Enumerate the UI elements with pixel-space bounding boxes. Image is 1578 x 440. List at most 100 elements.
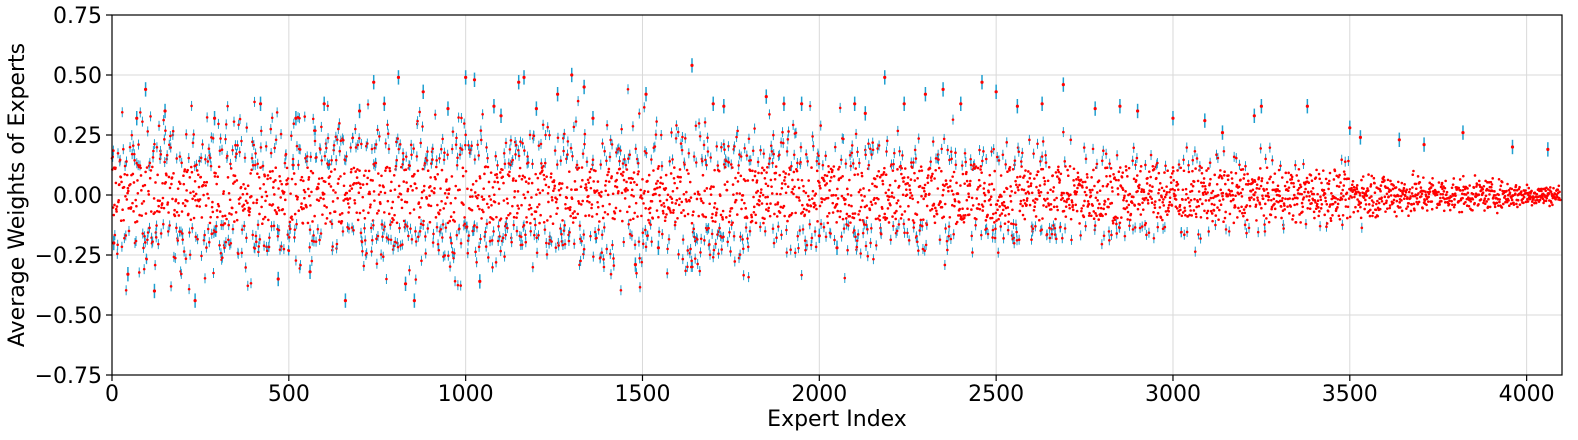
data-point xyxy=(1186,215,1190,218)
data-point xyxy=(1372,201,1375,204)
data-point xyxy=(621,174,624,177)
data-point xyxy=(831,211,835,214)
data-point xyxy=(261,164,265,168)
data-point xyxy=(1255,219,1258,222)
data-point xyxy=(1209,196,1213,200)
data-point xyxy=(1113,176,1116,179)
data-point xyxy=(1073,184,1076,187)
data-point xyxy=(1401,192,1405,196)
data-point xyxy=(236,144,239,147)
data-point xyxy=(1252,198,1256,201)
data-point xyxy=(883,166,886,170)
data-point xyxy=(117,198,121,202)
data-point xyxy=(834,193,838,197)
data-point xyxy=(1340,192,1343,195)
data-point xyxy=(1108,162,1111,165)
data-point xyxy=(625,168,629,171)
data-point xyxy=(132,152,136,156)
data-point xyxy=(1121,188,1125,191)
data-point xyxy=(588,170,592,174)
data-point xyxy=(768,157,772,160)
data-point xyxy=(781,130,784,134)
data-point xyxy=(869,200,873,204)
data-point xyxy=(709,193,713,196)
data-point xyxy=(611,192,615,196)
data-point xyxy=(440,168,444,172)
data-point xyxy=(146,231,150,234)
data-point xyxy=(154,236,158,239)
data-point xyxy=(1010,222,1013,225)
data-point xyxy=(915,213,919,216)
data-point xyxy=(641,242,645,246)
data-point xyxy=(464,169,468,173)
data-point xyxy=(126,186,130,190)
data-point xyxy=(1144,196,1148,200)
data-point xyxy=(836,197,840,200)
data-point xyxy=(870,203,874,206)
data-point xyxy=(499,249,502,253)
data-point xyxy=(145,166,149,169)
data-point xyxy=(815,169,819,173)
data-point xyxy=(1092,210,1096,213)
data-point xyxy=(842,227,846,230)
data-point xyxy=(504,141,508,145)
data-point xyxy=(595,189,599,192)
data-point xyxy=(1419,195,1423,198)
data-point xyxy=(482,197,486,201)
data-point xyxy=(342,184,346,188)
data-point xyxy=(350,226,354,229)
data-point xyxy=(769,144,773,148)
data-point xyxy=(473,158,477,161)
data-point xyxy=(813,230,817,233)
data-point xyxy=(742,273,745,277)
data-point xyxy=(505,216,508,220)
data-point xyxy=(608,155,612,159)
data-point xyxy=(1035,198,1039,201)
data-point xyxy=(290,215,293,218)
data-point xyxy=(624,190,627,193)
data-point xyxy=(1347,159,1350,163)
data-point xyxy=(401,243,404,246)
data-point xyxy=(277,228,281,232)
data-point xyxy=(818,184,821,188)
data-point xyxy=(682,192,686,196)
data-point xyxy=(827,170,831,174)
data-point xyxy=(461,174,465,178)
data-point xyxy=(558,193,562,197)
data-point xyxy=(520,177,524,181)
data-point xyxy=(377,193,381,196)
data-point xyxy=(535,236,539,240)
data-point xyxy=(638,112,641,115)
data-point xyxy=(306,187,310,191)
data-point xyxy=(215,209,219,212)
data-point xyxy=(1124,190,1127,193)
data-point xyxy=(902,180,905,183)
data-point xyxy=(182,174,185,178)
data-point xyxy=(1359,205,1362,209)
data-point xyxy=(473,224,476,227)
data-point xyxy=(600,251,604,254)
data-point xyxy=(1190,189,1194,193)
data-point xyxy=(468,195,472,198)
data-point xyxy=(775,215,779,218)
data-point xyxy=(1102,207,1105,211)
data-point xyxy=(392,218,395,222)
data-point xyxy=(147,193,151,196)
data-point xyxy=(918,169,921,173)
data-point xyxy=(913,171,916,175)
data-point xyxy=(302,188,306,192)
data-point xyxy=(152,197,156,200)
data-point xyxy=(1067,197,1070,201)
data-point xyxy=(887,188,890,192)
data-point xyxy=(744,207,748,210)
data-point xyxy=(1399,206,1402,209)
data-point xyxy=(862,223,866,226)
data-point xyxy=(217,122,220,126)
data-point xyxy=(1248,198,1252,202)
data-point xyxy=(429,176,432,179)
data-point xyxy=(929,209,932,212)
data-point xyxy=(1071,203,1075,207)
data-point xyxy=(1191,169,1194,173)
data-point xyxy=(513,190,517,193)
data-point xyxy=(689,196,693,199)
